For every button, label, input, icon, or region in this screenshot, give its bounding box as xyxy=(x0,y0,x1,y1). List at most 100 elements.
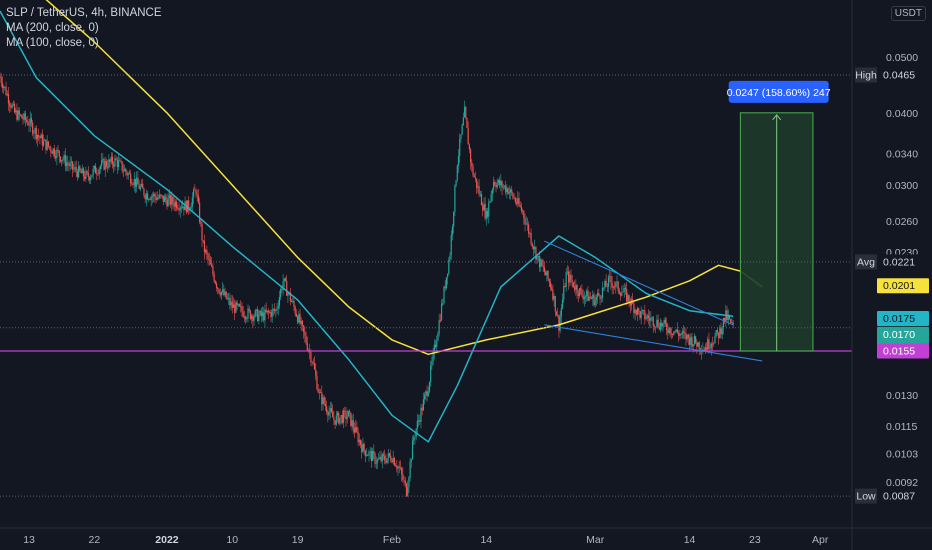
candle-body-119 xyxy=(143,188,145,196)
price-tag-bg-0 xyxy=(877,67,929,83)
candle-body-530 xyxy=(640,310,642,319)
candle-body-300 xyxy=(362,443,364,453)
candle-body-440 xyxy=(531,243,533,247)
y-tick-label-6: 0.0130 xyxy=(886,390,918,402)
drawing-tools[interactable]: 0.0247 (158.60%) 247 xyxy=(0,80,852,362)
candle-body-123 xyxy=(148,199,150,201)
candle-body-348 xyxy=(420,407,422,422)
legend-ma200[interactable]: MA (200, close, 0) xyxy=(6,22,99,34)
candle-body-23 xyxy=(27,121,29,125)
ma100-line xyxy=(0,10,734,443)
candle-body-210 xyxy=(253,316,255,321)
legend-ma100[interactable]: MA (100, close, 0) xyxy=(6,37,99,49)
candle-body-243 xyxy=(293,301,295,307)
candle-body-365 xyxy=(440,303,443,321)
candle-body-333 xyxy=(402,474,404,480)
candle-body-124 xyxy=(149,199,151,201)
candle-body-167 xyxy=(201,223,203,241)
candle-body-47 xyxy=(56,149,58,159)
candle-body-472 xyxy=(570,274,572,281)
candle-body-89 xyxy=(107,166,109,168)
candle-body-69 xyxy=(82,168,85,177)
candle-body-168 xyxy=(202,240,204,241)
candle-body-25 xyxy=(29,118,31,126)
candle-body-231 xyxy=(278,296,281,306)
candle-body-187 xyxy=(225,291,227,299)
legend-title[interactable]: SLP / TetherUS, 4h, BINANCE xyxy=(6,7,162,19)
y-tick-label-2: 0.0340 xyxy=(886,149,918,161)
candle-body-474 xyxy=(572,282,575,287)
candle-body-103 xyxy=(124,168,126,171)
x-tick-label-9: 23 xyxy=(749,534,761,546)
candle-body-278 xyxy=(335,415,337,425)
candle-body-127 xyxy=(153,194,155,197)
candle-body-532 xyxy=(642,310,645,311)
candle-body-18 xyxy=(21,114,23,119)
candle-body-458 xyxy=(553,296,555,300)
candle-body-422 xyxy=(509,189,512,193)
candle-body-270 xyxy=(326,406,328,412)
candle-body-446 xyxy=(538,255,541,268)
candle-body-343 xyxy=(414,436,416,438)
candle-body-274 xyxy=(330,408,333,412)
candle-body-465 xyxy=(561,299,564,309)
candle-body-563 xyxy=(680,334,682,335)
candle-body-208 xyxy=(251,315,253,319)
candle-body-264 xyxy=(318,392,320,394)
candle-body-441 xyxy=(532,246,535,250)
y-tick-label-4: 0.0260 xyxy=(886,216,918,228)
price-tag-prefix-bg-6 xyxy=(855,488,877,504)
candle-body-556 xyxy=(672,333,674,335)
candle-body-255 xyxy=(307,349,310,351)
candle-body-461 xyxy=(557,315,559,316)
x-tick-label-1: 22 xyxy=(89,534,101,546)
candle-body-342 xyxy=(413,437,415,441)
candle-body-178 xyxy=(214,281,216,284)
chart-legend: SLP / TetherUS, 4h, BINANCE MA (200, clo… xyxy=(6,6,162,51)
candle-body-426 xyxy=(514,198,516,203)
candle-body-388 xyxy=(468,144,470,150)
candle-body-462 xyxy=(558,315,560,331)
candle-body-318 xyxy=(384,455,386,461)
candle-body-363 xyxy=(438,320,440,334)
candle-body-107 xyxy=(128,173,131,175)
candle-body-311 xyxy=(375,463,377,464)
candle-body-328 xyxy=(396,466,398,469)
candle-body-327 xyxy=(394,465,397,467)
candle-body-76 xyxy=(91,175,93,178)
candle-body-156 xyxy=(188,200,190,211)
candle-body-539 xyxy=(651,317,653,319)
trendline-1 xyxy=(544,324,763,362)
candle-body-42 xyxy=(50,147,52,152)
candle-body-423 xyxy=(511,189,513,194)
candle-body-589 xyxy=(711,343,714,345)
candle-body-38 xyxy=(45,139,47,150)
candle-body-190 xyxy=(229,298,231,306)
candle-body-526 xyxy=(635,309,637,315)
candle-body-317 xyxy=(382,454,385,456)
candle-body-447 xyxy=(540,259,542,268)
candle-body-377 xyxy=(455,180,457,186)
candle-body-470 xyxy=(567,271,570,283)
x-tick-label-10: Apr xyxy=(812,534,829,546)
candle-body-325 xyxy=(392,457,394,463)
candle-body-585 xyxy=(707,339,709,350)
x-tick-label-4: 19 xyxy=(292,534,304,546)
candle-body-195 xyxy=(235,302,237,313)
currency-button[interactable]: USDT xyxy=(890,6,926,21)
candle-body-553 xyxy=(668,327,670,333)
candle-body-277 xyxy=(334,420,336,425)
candle-body-121 xyxy=(145,193,147,200)
candle-body-10 xyxy=(11,104,13,108)
candle-body-593 xyxy=(716,330,718,333)
candle-body-352 xyxy=(425,391,427,395)
candle-body-308 xyxy=(372,451,374,462)
price-tag-value-6: 0.0087 xyxy=(883,491,915,503)
candle-body-313 xyxy=(378,458,380,460)
candle-body-555 xyxy=(670,333,673,335)
candle-body-587 xyxy=(709,347,711,349)
x-tick-label-8: 14 xyxy=(684,534,696,546)
candle-body-90 xyxy=(108,159,110,168)
candle-body-165 xyxy=(199,202,201,222)
